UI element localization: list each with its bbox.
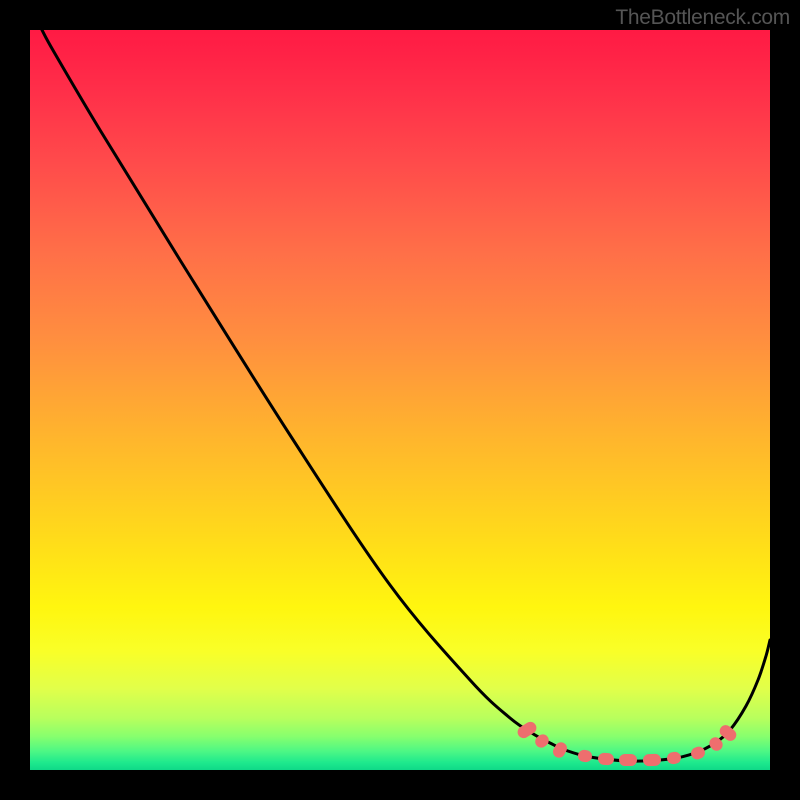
gradient-background: [30, 30, 770, 770]
chart-container: TheBottleneck.com: [0, 0, 800, 800]
watermark-text: TheBottleneck.com: [615, 6, 790, 30]
chart-svg: [30, 30, 770, 770]
valley-marker: [619, 754, 637, 766]
plot-area: [30, 30, 770, 770]
valley-marker: [643, 754, 661, 767]
